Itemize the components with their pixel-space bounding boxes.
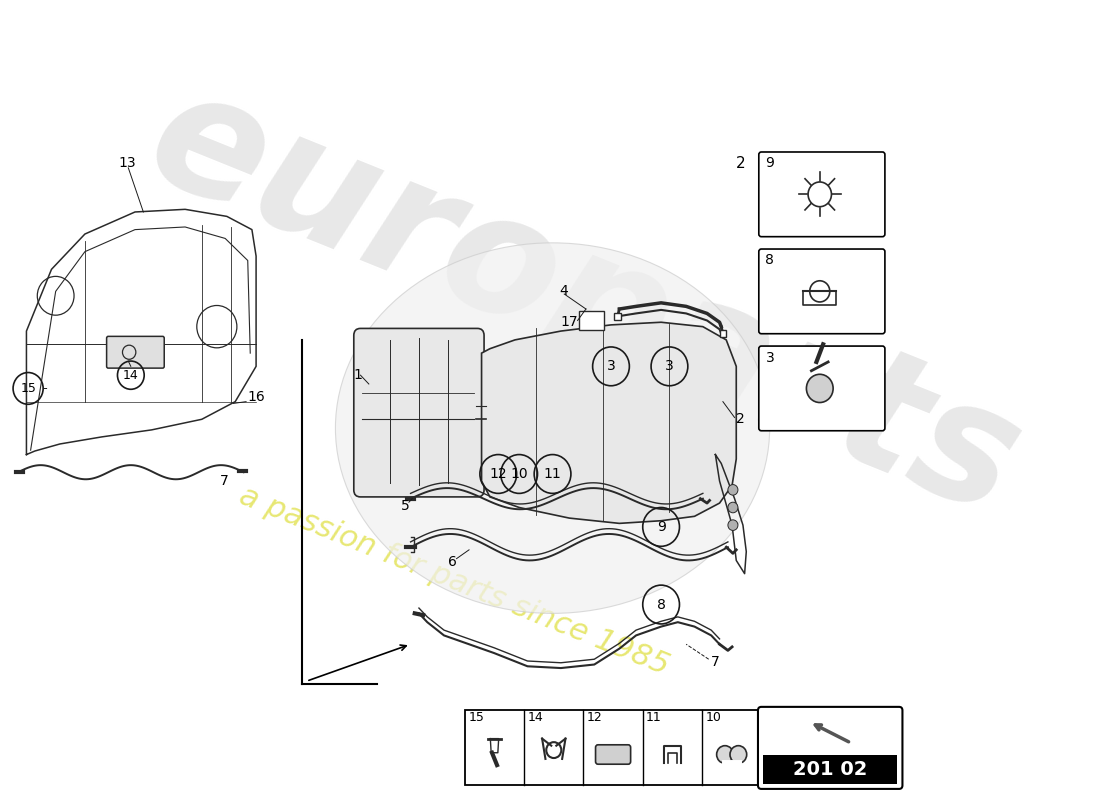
Text: 14: 14 xyxy=(123,369,139,382)
FancyBboxPatch shape xyxy=(759,249,884,334)
Text: 15: 15 xyxy=(469,711,484,724)
FancyBboxPatch shape xyxy=(759,152,884,237)
Text: 12: 12 xyxy=(490,467,507,481)
Circle shape xyxy=(728,485,738,495)
Text: 10: 10 xyxy=(705,711,722,724)
Text: 7: 7 xyxy=(220,474,229,488)
FancyBboxPatch shape xyxy=(107,336,164,368)
Bar xyxy=(465,710,761,786)
FancyBboxPatch shape xyxy=(759,346,884,430)
Bar xyxy=(763,755,898,784)
Text: 11: 11 xyxy=(543,467,561,481)
Circle shape xyxy=(716,746,734,763)
FancyBboxPatch shape xyxy=(595,745,630,764)
FancyBboxPatch shape xyxy=(354,329,484,497)
Text: 9: 9 xyxy=(657,520,665,534)
Text: 13: 13 xyxy=(119,157,136,170)
Text: 3: 3 xyxy=(766,350,774,365)
Text: 2: 2 xyxy=(736,156,746,171)
FancyBboxPatch shape xyxy=(758,707,902,789)
Text: 14: 14 xyxy=(528,711,543,724)
Text: 11: 11 xyxy=(646,711,662,724)
Text: 4: 4 xyxy=(559,284,568,298)
Text: a passion for parts since 1985: a passion for parts since 1985 xyxy=(235,482,673,681)
Text: 15: 15 xyxy=(20,382,36,395)
Text: 16: 16 xyxy=(248,390,265,404)
Text: 8: 8 xyxy=(766,254,774,267)
Text: 12: 12 xyxy=(586,711,603,724)
Text: 5: 5 xyxy=(400,498,409,513)
Circle shape xyxy=(728,520,738,530)
Circle shape xyxy=(728,502,738,513)
Ellipse shape xyxy=(336,243,770,614)
Text: europarts: europarts xyxy=(126,55,1042,551)
Text: 6: 6 xyxy=(448,555,456,569)
FancyBboxPatch shape xyxy=(719,330,726,338)
FancyBboxPatch shape xyxy=(614,313,622,319)
Circle shape xyxy=(806,374,833,402)
Text: 2: 2 xyxy=(736,412,745,426)
Text: 9: 9 xyxy=(766,157,774,170)
Text: 17: 17 xyxy=(561,315,579,330)
Text: 201 02: 201 02 xyxy=(793,760,868,779)
Text: 3: 3 xyxy=(606,359,615,374)
Circle shape xyxy=(730,746,747,763)
Text: 3: 3 xyxy=(666,359,674,374)
FancyBboxPatch shape xyxy=(580,310,604,330)
Text: 1: 1 xyxy=(354,368,363,382)
Text: 10: 10 xyxy=(510,467,528,481)
Text: 8: 8 xyxy=(657,598,665,611)
Text: 7: 7 xyxy=(712,655,720,669)
Polygon shape xyxy=(482,322,736,523)
